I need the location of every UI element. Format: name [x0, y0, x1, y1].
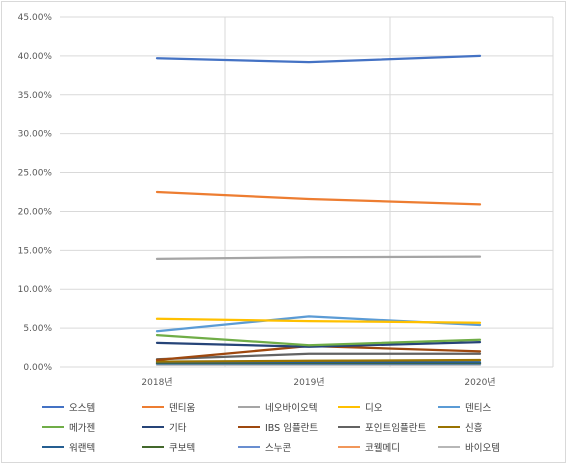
x-tick-label: 2019년 [293, 377, 324, 388]
series-line [155, 54, 482, 64]
y-tick-label: 0.00% [23, 363, 52, 373]
legend-label: 기타 [169, 423, 187, 434]
x-tick-label: 2020년 [464, 377, 495, 388]
series-line [155, 340, 482, 348]
legend-label: 네오바이오텍 [265, 403, 318, 414]
series-line [155, 255, 482, 261]
legend-item: 워랜텍 [42, 439, 95, 455]
legend-label: 스누콘 [265, 443, 292, 454]
legend-item: 기타 [142, 419, 186, 435]
series-line [155, 352, 482, 361]
legend-label: 디오 [365, 403, 383, 414]
legend-item: 포인트임플란트 [338, 419, 426, 435]
legend-label: 쿠보텍 [169, 443, 196, 454]
legend-item: 덴티움 [142, 399, 195, 415]
legend-label: 포인트임플란트 [365, 423, 427, 434]
legend-swatch [142, 406, 164, 408]
series-line [155, 333, 482, 347]
legend-item: 스누콘 [238, 439, 291, 455]
legend-item: 코웰메디 [338, 439, 400, 455]
legend-swatch [338, 426, 360, 428]
legend-swatch [238, 446, 260, 448]
legend-label: 신흥 [465, 423, 483, 434]
legend-item: 오스템 [42, 399, 95, 415]
legend-swatch [42, 446, 64, 448]
legend-swatch [238, 406, 260, 408]
legend-item: 쿠보텍 [142, 439, 195, 455]
y-tick-label: 10.00% [18, 285, 53, 295]
legend-label: IBS 임플란트 [265, 423, 319, 434]
legend-swatch [238, 426, 260, 428]
legend-item: 신흥 [438, 419, 482, 435]
legend-item: IBS 임플란트 [238, 419, 318, 435]
legend-label: 워랜텍 [69, 443, 96, 454]
legend-label: 바이오템 [465, 443, 500, 454]
legend-swatch [42, 406, 64, 408]
legend-swatch [438, 406, 460, 408]
legend-swatch [142, 446, 164, 448]
series-line [155, 317, 482, 324]
x-tick-label: 2018년 [141, 377, 172, 388]
legend-item: 네오바이오텍 [238, 399, 317, 415]
legend-item: 디오 [338, 399, 382, 415]
legend-label: 덴티스 [465, 403, 492, 414]
legend-item: 바이오템 [438, 439, 500, 455]
series-line [155, 358, 482, 363]
legend-label: 코웰메디 [365, 443, 400, 454]
legend-label: 메가젠 [69, 423, 96, 434]
y-tick-label: 5.00% [23, 324, 52, 334]
legend-item: 메가젠 [42, 419, 95, 435]
y-tick-label: 25.00% [18, 169, 53, 179]
y-tick-label: 15.00% [18, 246, 53, 256]
y-tick-label: 45.00% [18, 13, 53, 23]
line-chart: 0.00% 5.00% 10.00% 15.00% 20.00% 25.00% 30.00%… [18, 13, 554, 388]
y-tick-label: 30.00% [18, 130, 53, 140]
legend-item: 덴티스 [438, 399, 491, 415]
legend-swatch [338, 406, 360, 408]
y-tick-label: 35.00% [18, 91, 53, 101]
legend-swatch [42, 426, 64, 428]
y-tick-label: 20.00% [18, 207, 53, 217]
legend-swatch [142, 426, 164, 428]
legend-label: 오스템 [69, 403, 96, 414]
y-tick-label: 40.00% [18, 52, 53, 62]
series-line [155, 190, 482, 206]
legend-swatch [338, 446, 360, 448]
legend-swatch [438, 426, 460, 428]
legend-label: 덴티움 [169, 403, 196, 414]
legend-swatch [438, 446, 460, 448]
